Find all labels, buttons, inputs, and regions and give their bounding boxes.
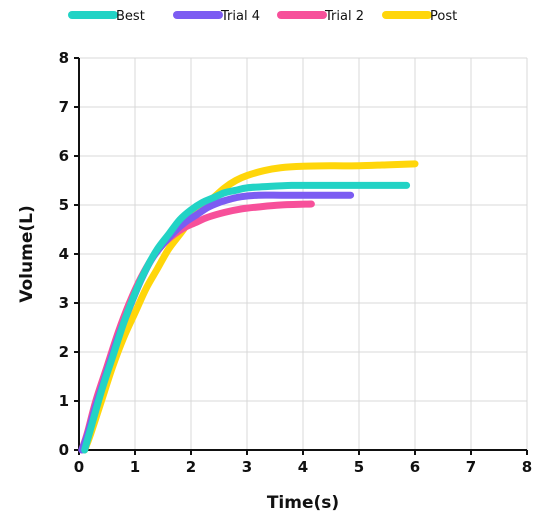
x-tick-label: 5: [354, 458, 364, 476]
series-group: [78, 160, 419, 454]
legend-label-best: Best: [116, 9, 145, 24]
y-tick-label: 2: [59, 343, 69, 361]
legend-label-post: Post: [430, 9, 457, 24]
y-tick-label: 3: [59, 294, 69, 312]
x-tick-label: 0: [74, 458, 84, 476]
x-tick-label: 2: [186, 458, 196, 476]
x-tick-label: 3: [242, 458, 252, 476]
legend: Best Trial 4 Trial 2 Post: [68, 9, 457, 24]
grid: [79, 57, 528, 450]
y-tick-label: 0: [59, 441, 69, 459]
axis-labels: 0 1 2 3 4 5 6 7 8 0 1 2 3 4 5 6 7 8 Time(s) Volume(L): [17, 49, 532, 513]
legend-label-trial-2: Trial 2: [324, 9, 364, 24]
x-tick-label: 8: [522, 458, 532, 476]
y-tick-label: 7: [59, 98, 69, 116]
x-tick-label: 1: [130, 458, 140, 476]
x-axis-title: Time(s): [267, 493, 339, 513]
x-tick-label: 6: [410, 458, 420, 476]
axes: [74, 57, 528, 455]
legend-label-trial-4: Trial 4: [220, 9, 260, 24]
y-tick-label: 4: [59, 245, 69, 263]
y-tick-label: 6: [59, 147, 69, 165]
y-axis-title: Volume(L): [17, 205, 37, 302]
series-line-trial-2: [78, 200, 315, 454]
y-tick-label: 8: [59, 49, 69, 67]
x-tick-label: 4: [298, 458, 308, 476]
y-tick-label: 5: [59, 196, 69, 214]
x-tick-label: 7: [466, 458, 476, 476]
series-line-best: [81, 181, 411, 454]
y-tick-label: 1: [59, 392, 69, 410]
